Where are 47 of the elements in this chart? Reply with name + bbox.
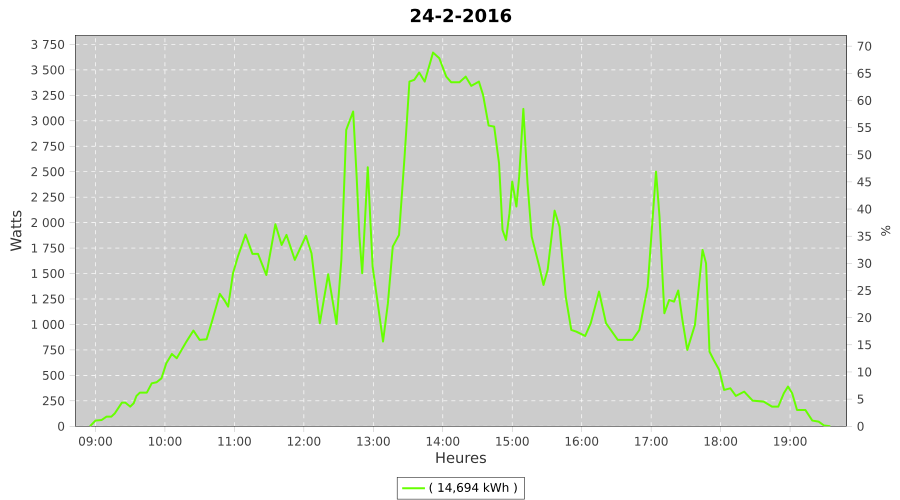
y-tick-label: 750 — [43, 345, 64, 354]
y-tick-label: 3 500 — [32, 65, 64, 74]
y-tick-label: 1 000 — [32, 320, 64, 329]
y2-tick-label: 5 — [858, 394, 864, 404]
x-tick-label: 12:00 — [288, 436, 320, 446]
y2-tick-label: 60 — [858, 96, 872, 105]
y-tick-label: 3 750 — [32, 40, 64, 49]
x-tick-label: 14:00 — [426, 436, 460, 446]
legend-label: ( 14,694 kWh ) — [430, 482, 517, 494]
y2-tick-label: 45 — [857, 177, 871, 186]
y-tick-label: 1 250 — [32, 294, 64, 304]
y-tick-label: 0 — [58, 422, 64, 431]
x-tick-label: 11:00 — [218, 436, 251, 446]
y2-tick-label: 30 — [858, 258, 872, 268]
y2-tick-label: 55 — [858, 123, 871, 132]
y-tick-label: 3 000 — [32, 116, 64, 126]
x-tick-label: 09:00 — [78, 436, 112, 446]
y2-tick-label: 0 — [858, 422, 864, 431]
y-tick-label: 1 750 — [32, 244, 64, 253]
x-tick-label: 19:00 — [774, 436, 807, 446]
y-tick-label: 1 500 — [32, 268, 64, 278]
y2-tick-label: 40 — [857, 204, 872, 214]
y2-tick-label: 35 — [858, 232, 871, 241]
x-tick-label: 17:00 — [635, 436, 668, 446]
y-tick-label: 2 000 — [31, 218, 64, 228]
x-tick-label: 18:00 — [704, 436, 738, 446]
y2-tick-label: 20 — [858, 313, 872, 322]
y-tick-label: 3 250 — [32, 90, 64, 100]
y-tick-label: 250 — [42, 396, 64, 406]
y-tick-label: 500 — [42, 370, 64, 380]
x-tick-label: 16:00 — [566, 436, 598, 446]
y2-axis-title: % — [881, 226, 890, 236]
y-axis-title: Watts — [10, 210, 22, 252]
y2-tick-label: 65 — [858, 68, 871, 78]
y-tick-label: 2 500 — [31, 167, 64, 176]
y2-tick-label: 10 — [858, 367, 872, 376]
x-tick-label: 10:00 — [148, 436, 182, 446]
x-tick-label: 15:00 — [496, 436, 529, 446]
y2-tick-label: 70 — [858, 42, 872, 51]
y-tick-label: 2 750 — [31, 142, 64, 151]
y2-tick-label: 15 — [858, 340, 871, 350]
x-tick-label: 13:00 — [357, 436, 390, 446]
chart-title: 24-2-2016 — [410, 8, 512, 22]
x-axis-title: Heures — [436, 452, 486, 464]
y-tick-label: 2 250 — [31, 192, 64, 202]
y2-tick-label: 25 — [858, 286, 871, 296]
y2-tick-label: 50 — [858, 150, 872, 160]
